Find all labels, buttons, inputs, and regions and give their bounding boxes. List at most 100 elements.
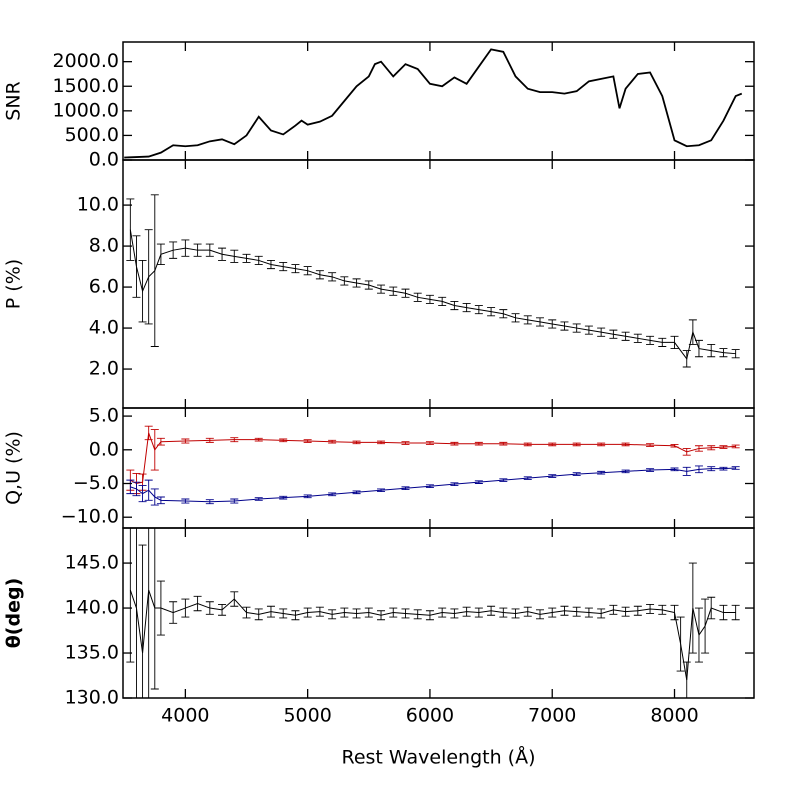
error-bar: [572, 442, 581, 447]
error-bar: [425, 484, 434, 489]
y-tick-label: 135.0: [65, 642, 119, 664]
y-tick-label: −10.0: [61, 506, 119, 528]
y-tick-label: 1000.0: [53, 99, 119, 121]
plot-area: [126, 425, 740, 506]
y-tick-label: 0.0: [89, 149, 119, 171]
x-tick-label: 7000: [528, 705, 576, 727]
error-bar: [413, 292, 422, 302]
error-bar: [731, 444, 740, 449]
error-bar: [548, 607, 557, 618]
error-bar: [150, 488, 159, 506]
y-tick-label: 8.0: [89, 235, 119, 257]
error-bar: [731, 466, 740, 470]
error-bar: [731, 349, 740, 359]
error-bar: [218, 247, 227, 261]
error-bar: [707, 596, 716, 620]
error-bar: [633, 605, 642, 616]
y-axis-label: P (%): [3, 259, 25, 309]
error-bar: [584, 325, 593, 335]
y-tick-label: 500.0: [65, 124, 119, 146]
error-bar: [633, 333, 642, 343]
y-axis-label: θ(deg): [3, 578, 25, 649]
error-bar: [389, 607, 398, 618]
y-axis-label: SNR: [3, 81, 25, 120]
error-bar: [303, 266, 312, 276]
error-bar: [707, 466, 716, 472]
error-bar: [523, 315, 532, 325]
error-bar: [328, 492, 337, 497]
error-bar: [609, 329, 618, 339]
error-bar: [352, 490, 361, 495]
error-bar: [474, 441, 483, 446]
error-bar: [340, 276, 349, 286]
plot-area: [124, 48, 743, 159]
error-bar: [205, 437, 214, 443]
error-bar: [230, 591, 239, 607]
error-bar: [156, 243, 165, 265]
error-bar: [126, 479, 135, 495]
error-bar: [597, 327, 606, 337]
error-bar: [438, 607, 447, 618]
error-bar: [670, 335, 679, 350]
error-bar: [352, 440, 361, 445]
y-tick-label: −5.0: [73, 472, 119, 494]
x-tick-label: 5000: [283, 705, 331, 727]
error-bar: [138, 544, 147, 698]
line: [130, 432, 736, 485]
error-bar: [688, 319, 697, 345]
error-bar: [303, 607, 312, 618]
error-bar: [144, 229, 153, 325]
error-bar: [254, 437, 263, 442]
error-bar: [132, 481, 141, 497]
error-bar: [572, 606, 581, 617]
error-bar: [218, 604, 227, 616]
error-bar: [572, 472, 581, 476]
error-bar: [126, 528, 135, 663]
y-tick-label: 145.0: [65, 552, 119, 574]
error-bar: [682, 661, 691, 698]
error-bar: [670, 604, 679, 621]
error-bar: [156, 580, 165, 636]
error-bar: [230, 249, 239, 263]
error-bar: [682, 447, 691, 456]
error-bar: [511, 313, 520, 323]
error-bar: [597, 442, 606, 447]
error-bar: [694, 465, 703, 474]
error-bar: [364, 607, 373, 618]
error-bar: [377, 488, 386, 493]
error-bar: [315, 270, 324, 280]
error-bar: [364, 280, 373, 290]
error-bar: [511, 608, 520, 619]
error-bar: [609, 604, 618, 615]
error-bar: [242, 606, 251, 619]
error-bar: [291, 610, 300, 621]
error-bar: [719, 604, 728, 621]
error-bar: [474, 607, 483, 618]
error-bar: [254, 608, 263, 621]
error-bar: [279, 262, 288, 272]
error-bar: [181, 498, 190, 504]
error-bar: [156, 437, 165, 446]
error-bar: [156, 496, 165, 505]
error-bar: [694, 607, 703, 663]
error-bar: [340, 607, 349, 618]
error-bar: [205, 499, 214, 505]
error-bar: [548, 319, 557, 329]
y-axis-label: Q,U (%): [3, 431, 25, 505]
error-bar: [230, 437, 239, 443]
error-bar: [181, 239, 190, 257]
error-bar: [719, 348, 728, 358]
error-bar: [499, 441, 508, 446]
error-bar: [328, 439, 337, 444]
error-bar: [670, 443, 679, 448]
error-bar: [658, 604, 667, 615]
error-bar: [377, 284, 386, 294]
error-bar: [150, 429, 159, 471]
y-tick-label: 1500.0: [53, 75, 119, 97]
error-bar: [150, 194, 159, 347]
x-tick-label: 6000: [406, 705, 454, 727]
error-bar: [523, 476, 532, 480]
error-bar: [425, 610, 434, 621]
error-bar: [181, 598, 190, 618]
line: [124, 48, 743, 159]
